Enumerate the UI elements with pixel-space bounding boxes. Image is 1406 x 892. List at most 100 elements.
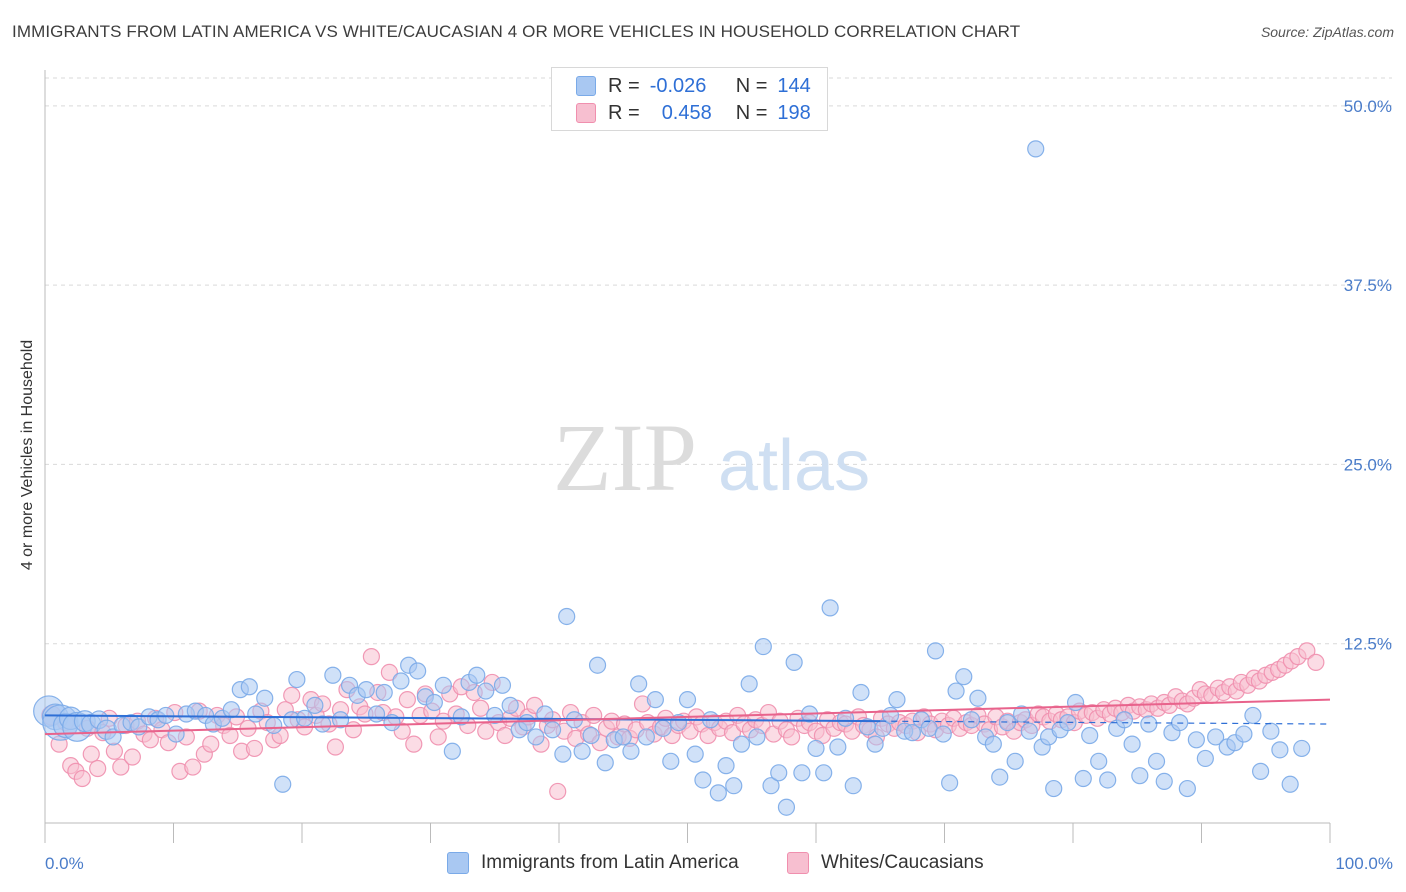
point-latin-america [375,683,393,702]
point-whites [184,758,202,776]
point-latin-america [947,682,965,700]
point-latin-america [265,716,283,735]
point-latin-america [866,735,884,753]
point-latin-america [662,752,680,770]
point-latin-america [836,709,855,727]
trend-line-latin-america-extension [880,720,1331,725]
legend-item-latin-america: Immigrants from Latin America [447,852,739,874]
point-latin-america [493,676,512,694]
point-latin-america [1027,140,1045,158]
point-latin-america [969,689,987,707]
point-latin-america [1271,741,1289,759]
series2-swatch [576,103,596,123]
point-latin-america [425,693,443,712]
point-latin-america [1293,739,1311,758]
series1-r-value: -0.026 [649,74,707,97]
chart-title: IMMIGRANTS FROM LATIN AMERICA VS WHITE/C… [12,22,1021,41]
point-whites [123,748,141,766]
point-latin-america [588,656,607,674]
point-latin-america [596,754,614,772]
point-latin-america [409,662,427,680]
point-latin-america [686,745,704,763]
point-latin-america [852,683,870,702]
point-latin-america [815,764,833,782]
point-latin-america [573,742,591,760]
point-latin-america [1281,775,1299,793]
y-tick-label: 37.5% [1344,276,1392,295]
point-latin-america [295,709,314,727]
point-latin-america [1147,752,1166,770]
point-whites [585,706,603,725]
series1-swatch [576,76,596,96]
point-whites [202,735,220,753]
point-latin-america [443,742,461,760]
point-latin-america [622,742,640,760]
point-latin-america [874,719,892,737]
point-latin-america [785,653,803,671]
x-tick-label-min: 0.0% [45,854,84,873]
point-latin-america [331,711,350,729]
point-whites [73,769,91,788]
point-latin-america [1244,706,1262,725]
point-latin-america [694,771,712,789]
latin-america-label: Immigrants from Latin America [481,852,739,873]
point-latin-america [582,726,600,745]
point-latin-america [754,637,772,656]
point-latin-america [518,713,536,732]
point-latin-america [392,672,410,690]
point-latin-america [1074,769,1092,788]
point-latin-america [1115,711,1134,729]
point-latin-america [256,689,274,707]
point-whites [1298,642,1316,660]
legend-row-series2: R = 0.458 N = 198 [576,100,811,126]
point-latin-america [306,696,324,714]
x-tick-label-max: 100.0% [1335,854,1393,873]
point-whites [782,728,801,746]
point-latin-america [1178,779,1196,798]
point-latin-america [554,745,572,763]
y-tick-label: 50.0% [1344,97,1392,116]
point-latin-america [1090,752,1108,770]
point-latin-america [844,777,862,795]
point-latin-america [324,666,342,684]
series1-n-value: 144 [777,74,811,97]
point-latin-america [934,725,952,743]
point-latin-america [434,676,452,694]
point-latin-america [274,775,292,793]
point-latin-america [501,696,519,714]
point-whites [472,699,490,717]
point-latin-america [991,768,1009,786]
point-whites [82,745,100,763]
watermark-atlas: atlas [718,426,870,506]
point-whites [549,782,567,801]
point-latin-america [955,668,973,686]
point-latin-america [821,599,839,617]
series2-r-value: 0.458 [661,101,712,124]
source-credit: Source: ZipAtlas.com [1260,24,1394,40]
point-whites [89,759,107,778]
point-latin-america [1262,722,1280,740]
series-legend: Immigrants from Latin America Whites/Cau… [0,852,1406,878]
point-latin-america [367,705,386,723]
point-latin-america [1207,728,1225,746]
point-latin-america [240,678,258,696]
point-latin-america [984,735,1002,753]
point-latin-america [558,607,576,626]
point-latin-america [748,728,766,746]
point-latin-america [717,757,735,775]
correlation-legend: R = -0.026 N = 144 R = 0.458 N = 198 [551,67,828,131]
trend-lines [44,698,1331,736]
point-latin-america [777,798,796,816]
point-latin-america [1235,725,1253,743]
point-whites [245,739,264,758]
whites-label: Whites/Caucasians [821,852,984,873]
point-latin-america [1187,731,1205,749]
point-latin-america [1045,779,1063,798]
point-latin-america [477,682,495,700]
point-latin-america [1131,767,1149,785]
n-label: N = [735,74,768,97]
point-latin-america [762,777,780,795]
point-latin-america [527,728,545,746]
point-latin-america [468,666,486,684]
r-label: R = [608,101,640,124]
